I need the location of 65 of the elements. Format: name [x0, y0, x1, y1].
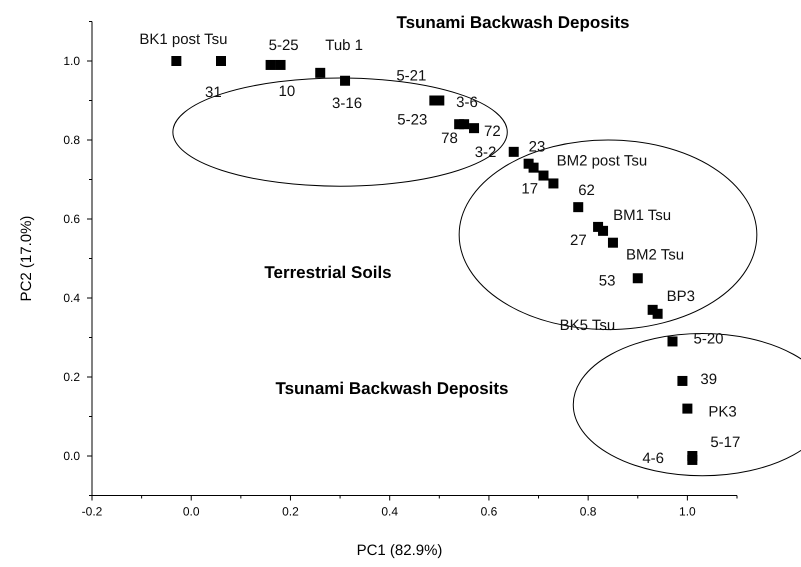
annotation: BP3	[666, 288, 696, 305]
annotation: BK1 post Tsu	[139, 31, 228, 48]
annotation: Tub 1	[325, 36, 364, 54]
annotation: 27	[570, 232, 587, 249]
annotation: Tsunami Backwash Deposits	[275, 379, 509, 398]
annotation: BM2 post Tsu	[556, 152, 648, 170]
point	[276, 60, 286, 70]
x-tick-label: 0.2	[282, 504, 300, 518]
annotation: 3-16	[332, 94, 362, 112]
annotation: 4-6	[642, 450, 664, 467]
point	[632, 273, 643, 284]
annotation: BM1 Tsu	[613, 206, 672, 224]
point	[528, 162, 539, 173]
annotation: 72	[484, 123, 501, 140]
annotation: 39	[700, 370, 718, 388]
y-tick-label: 0.8	[63, 133, 80, 147]
annotation: 3-6	[456, 94, 478, 112]
x-tick-label: 0.8	[580, 504, 597, 518]
x-tick-label: -0.2	[82, 504, 103, 518]
point	[668, 336, 678, 346]
x-tick-label: 0.4	[381, 504, 398, 518]
annotation: 5-25	[268, 36, 299, 54]
point	[677, 376, 688, 386]
annotation: BM2 Tsu	[626, 246, 684, 264]
point	[682, 404, 692, 414]
point	[598, 226, 608, 236]
point	[469, 123, 480, 134]
point	[538, 170, 548, 181]
y-tick-label: 0.0	[63, 449, 80, 463]
point	[216, 56, 226, 66]
annotation: 3-2	[474, 144, 496, 161]
annotation: Tsunami Backwash Deposits	[396, 13, 630, 32]
annotation: 78	[441, 130, 458, 148]
annotation: 17	[521, 180, 538, 198]
annotation: 23	[528, 138, 546, 156]
annotation: PK3	[708, 404, 737, 421]
y-tick-label: 0.6	[63, 212, 80, 226]
y-tick-label: 0.4	[63, 291, 80, 305]
x-axis-title: PC1 (82.9%)	[356, 542, 442, 559]
point	[340, 76, 350, 86]
annotation: 62	[578, 182, 595, 200]
annotation: 5-21	[396, 68, 426, 84]
point	[608, 238, 618, 248]
annotation: 31	[205, 84, 222, 101]
annotation: Terrestrial Soils	[264, 263, 392, 282]
point	[266, 60, 276, 70]
y-tick-label: 0.2	[63, 370, 80, 384]
point	[315, 68, 326, 78]
annotation: 53	[598, 272, 616, 290]
text: 0.0	[182, 504, 200, 518]
annotation: 10	[278, 82, 296, 100]
annotation: 5-20	[694, 330, 724, 348]
point	[652, 308, 663, 319]
point	[687, 454, 698, 465]
annotation: 5-17	[710, 434, 740, 451]
point	[508, 146, 519, 157]
text: 1.0	[679, 504, 696, 518]
point	[171, 56, 182, 66]
y-axis-title: PC2 (17.0%)	[18, 216, 35, 302]
annotation: 5-23	[397, 112, 428, 128]
point	[573, 202, 584, 212]
y-tick-label: 1.0	[63, 54, 80, 68]
x-tick-label: 0.6	[480, 504, 498, 518]
point	[459, 119, 470, 130]
point	[548, 178, 558, 188]
